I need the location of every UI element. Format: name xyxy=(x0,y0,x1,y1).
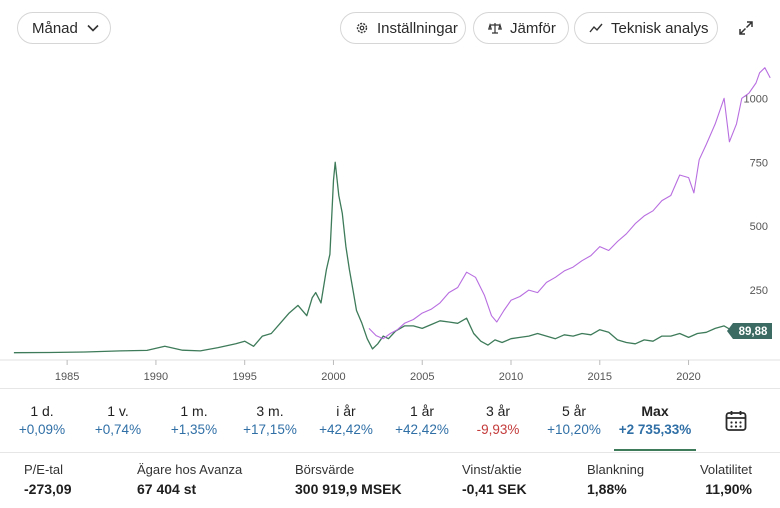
period-option[interactable]: Max +2 735,33% xyxy=(614,389,696,451)
period-option-change: +10,20% xyxy=(547,422,601,437)
period-option[interactable]: 5 år +10,20% xyxy=(536,389,612,451)
key-figure-value: 300 919,9 MSEK xyxy=(295,481,402,497)
period-option-label: 1 d. xyxy=(30,403,54,419)
key-figure-label: Vinst/aktie xyxy=(462,462,522,477)
x-tick-label: 2020 xyxy=(676,371,700,383)
period-option[interactable]: 1 v. +0,74% xyxy=(80,389,156,451)
period-option-label: 1 år xyxy=(409,403,435,419)
technical-analysis-button[interactable]: Teknisk analys xyxy=(574,12,718,44)
period-option-change: +1,35% xyxy=(170,422,218,437)
period-option-change: +2 735,33% xyxy=(618,422,692,437)
x-tick-label: 2005 xyxy=(410,371,434,383)
y-tick-label: 1000 xyxy=(744,93,768,105)
key-figure-label: Blankning xyxy=(587,462,645,477)
y-tick-label: 250 xyxy=(750,285,768,297)
key-figure-value: 67 404 st xyxy=(137,481,197,497)
gear-icon xyxy=(355,21,369,35)
chevron-down-icon xyxy=(86,21,100,35)
technical-analysis-label: Teknisk analys xyxy=(611,19,709,37)
key-figure: Blankning 1,88% xyxy=(587,462,644,497)
period-dropdown[interactable]: Månad xyxy=(17,12,111,44)
key-figure-label: P/E-tal xyxy=(24,462,64,477)
period-option-change: +0,74% xyxy=(94,422,142,437)
period-option-label: i år xyxy=(336,403,356,419)
compare-label: Jämför xyxy=(510,19,556,37)
comparison-line xyxy=(368,67,771,340)
chart-line-icon xyxy=(589,21,603,35)
period-option[interactable]: i år +42,42% xyxy=(308,389,384,451)
x-tick-label: 1990 xyxy=(144,371,168,383)
period-option[interactable]: 1 d. +0,09% xyxy=(4,389,80,451)
y-tick-label: 750 xyxy=(750,157,768,169)
period-option-change: +0,09% xyxy=(18,422,66,437)
settings-label: Inställningar xyxy=(377,19,458,37)
key-figure-label: Volatilitet xyxy=(699,462,752,477)
key-figure-value: 1,88% xyxy=(587,481,627,497)
last-price-label: 89,88 xyxy=(739,326,768,338)
period-option[interactable]: 1 år +42,42% xyxy=(384,389,460,451)
price-chart-svg[interactable]: 250 500 750 1000 1985 1990 1995 2000 2005 2010 201… xyxy=(0,56,780,388)
key-figure: P/E-tal -273,09 xyxy=(24,462,71,497)
period-option[interactable]: 1 m. +1,35% xyxy=(156,389,232,451)
x-tick-label: 1995 xyxy=(232,371,256,383)
compare-button[interactable]: Jämför xyxy=(473,12,569,44)
x-tick-label: 2010 xyxy=(499,371,523,383)
period-dropdown-label: Månad xyxy=(32,19,78,37)
stock-price-line xyxy=(13,161,769,354)
key-figure-value: -0,41 SEK xyxy=(462,481,527,497)
x-tick-label: 2000 xyxy=(321,371,345,383)
period-option-label: 1 m. xyxy=(180,403,208,419)
key-figure-label: Ägare hos Avanza xyxy=(137,462,243,477)
y-tick-label: 500 xyxy=(750,221,768,233)
key-figure: Volatilitet 11,90% xyxy=(700,462,752,497)
key-figure-value: 11,90% xyxy=(705,481,752,497)
key-figure: Börsvärde 300 919,9 MSEK xyxy=(295,462,402,497)
period-option-label: 3 m. xyxy=(256,403,284,419)
settings-button[interactable]: Inställningar xyxy=(340,12,466,44)
last-price-badge xyxy=(727,322,772,339)
period-option-change: +42,42% xyxy=(319,422,373,437)
key-figures: P/E-tal -273,09 Ägare hos Avanza 67 404 st B… xyxy=(0,452,780,508)
key-figure: Ägare hos Avanza 67 404 st xyxy=(137,462,242,497)
period-option[interactable]: 3 år -9,93% xyxy=(460,389,536,451)
period-option-label: 3 år xyxy=(485,403,511,419)
period-option-change: +17,15% xyxy=(243,422,297,437)
period-option-label: 5 år xyxy=(561,403,587,419)
period-option-label: Max xyxy=(641,403,669,419)
key-figure-value: -273,09 xyxy=(24,481,72,497)
period-option-label: 1 v. xyxy=(107,403,129,419)
calendar-icon[interactable] xyxy=(724,409,748,433)
price-chart[interactable]: 250 500 750 1000 1985 1990 1995 2000 2005 2010 201… xyxy=(0,56,780,388)
key-figure-label: Börsvärde xyxy=(295,462,355,477)
key-figure: Vinst/aktie -0,41 SEK xyxy=(462,462,527,497)
period-selector: 1 d. +0,09% 1 v. +0,74% 1 m. +1,35% 3 m. +17,15… xyxy=(0,388,780,452)
chart-toolbar: Månad Inställningar Jämför Teknisk analy… xyxy=(0,0,780,56)
period-option-change: +42,42% xyxy=(395,422,449,437)
period-option-change: -9,93% xyxy=(476,422,520,437)
x-tick-label: 2015 xyxy=(588,371,612,383)
period-option[interactable]: 3 m. +17,15% xyxy=(232,389,308,451)
expand-icon[interactable] xyxy=(736,18,756,38)
x-tick-label: 1985 xyxy=(55,371,79,383)
scale-icon xyxy=(488,21,502,35)
